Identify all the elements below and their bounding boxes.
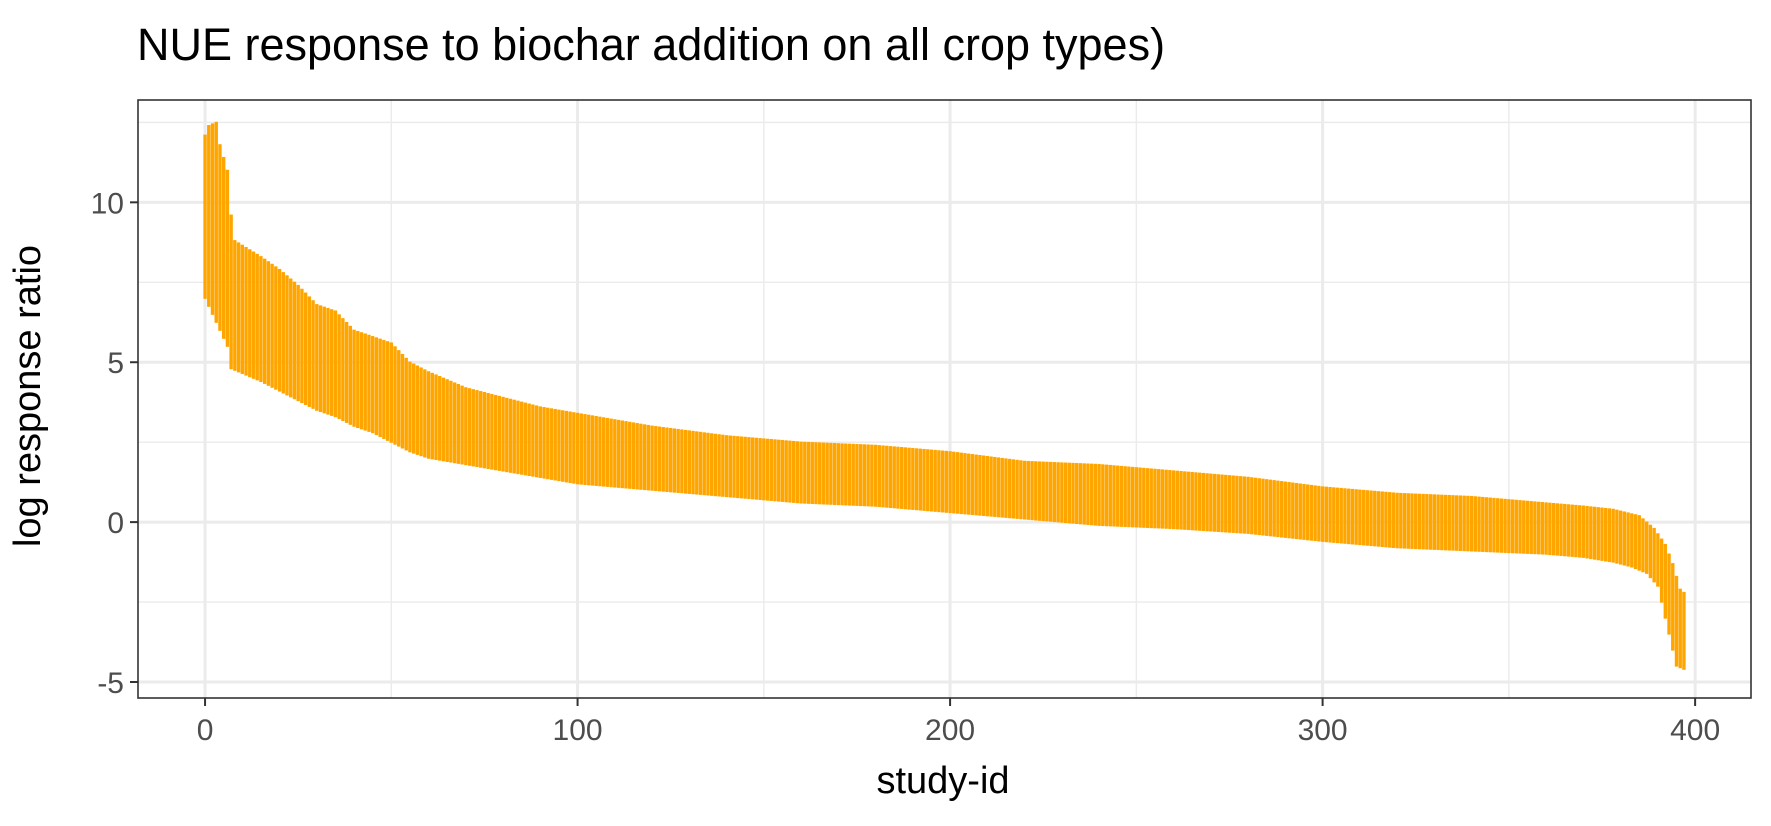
- y-tick-label: 10: [91, 187, 124, 220]
- panel-border: [137, 99, 1752, 699]
- plot-area: 0 100 200 300 400 -5 0 5 10: [91, 99, 1752, 747]
- y-axis-title: log response ratio: [7, 245, 49, 547]
- chart-title: NUE response to biochar addition on all …: [137, 19, 1165, 70]
- x-tick-label: 0: [197, 714, 214, 747]
- x-tick-label: 300: [1298, 714, 1348, 747]
- x-tick-label: 100: [553, 714, 603, 747]
- x-tick-label: 200: [925, 714, 975, 747]
- y-tick-label: 0: [107, 507, 124, 540]
- x-axis-title: study-id: [876, 760, 1009, 802]
- y-tick-label: -5: [97, 667, 124, 700]
- y-tick-label: 5: [107, 347, 124, 380]
- x-tick-label: 400: [1670, 714, 1720, 747]
